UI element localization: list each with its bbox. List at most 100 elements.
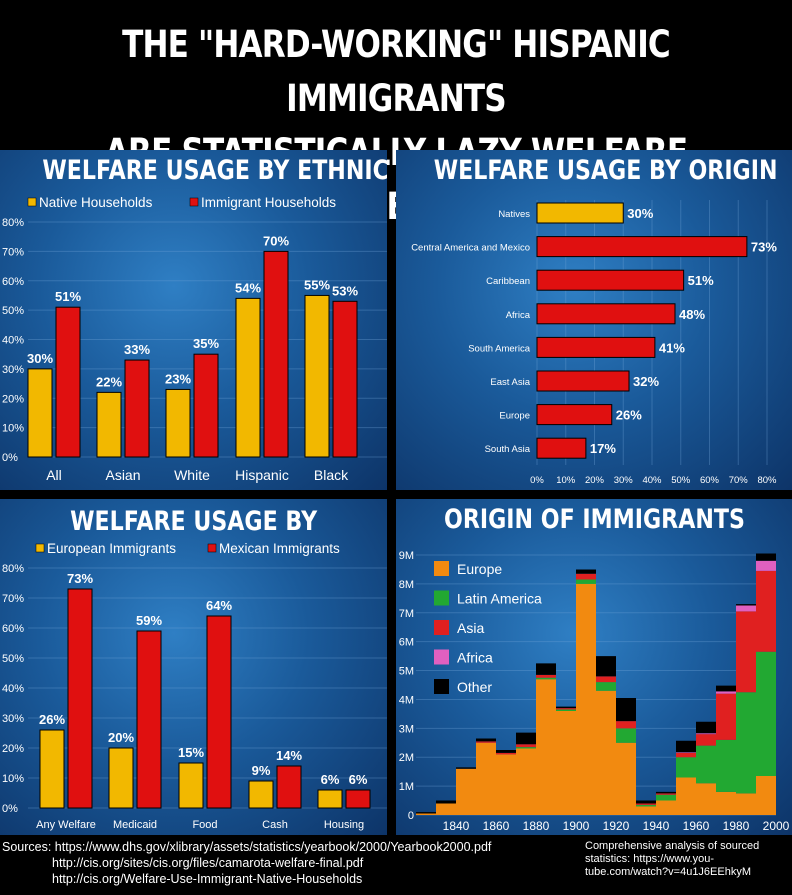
y-tick-label: 80% <box>2 563 24 575</box>
legend-swatch <box>434 561 449 576</box>
x-tick-label: 70% <box>729 475 749 486</box>
data-label: 35% <box>193 336 219 351</box>
data-label: 30% <box>27 351 53 366</box>
x-tick-label: Any Welfare <box>36 819 96 831</box>
data-label: 23% <box>165 371 191 386</box>
bar <box>39 729 65 809</box>
data-label: 73% <box>751 240 777 255</box>
bar <box>536 269 685 291</box>
y-tick-label: East Asia <box>490 377 530 388</box>
bar <box>276 765 302 809</box>
bar <box>136 630 162 809</box>
bar <box>536 336 656 358</box>
data-label: 20% <box>108 730 134 745</box>
x-tick-label: All <box>46 467 62 483</box>
legend-swatch <box>434 620 449 635</box>
bar <box>108 747 134 809</box>
chart-title: WELFARE USAGE BY ORIGIN <box>433 155 778 186</box>
data-label: 48% <box>679 307 705 322</box>
data-label: 51% <box>55 289 81 304</box>
x-tick-label: 30% <box>614 475 634 486</box>
x-tick-label: 1980 <box>723 819 750 833</box>
chart-title: WELFARE USAGE BY ETHNICITY <box>42 155 387 186</box>
bar <box>345 789 371 809</box>
legend-label: Other <box>457 679 492 695</box>
x-tick-label: Food <box>192 819 217 831</box>
y-tick-label: 0% <box>2 803 18 815</box>
bar <box>55 306 81 458</box>
x-tick-label: 60% <box>700 475 720 486</box>
bar <box>536 404 613 426</box>
legend-swatch <box>434 590 449 606</box>
x-tick-label: 1940 <box>643 819 670 833</box>
legend-label: European Immigrants <box>47 541 176 556</box>
x-tick-label: Medicaid <box>113 819 157 831</box>
data-label: 17% <box>590 441 616 456</box>
data-label: 26% <box>616 408 642 423</box>
bar <box>536 303 676 325</box>
legend-label: Africa <box>457 650 493 666</box>
y-tick-label: Central America and Mexico <box>411 243 530 254</box>
bar <box>235 297 261 458</box>
data-label: 51% <box>688 273 714 288</box>
chart-title: WELFARE USAGE BY <box>69 506 317 537</box>
x-tick-label: Cash <box>262 819 288 831</box>
bar <box>536 202 624 224</box>
y-tick-label: 5M <box>399 666 414 678</box>
legend-swatch <box>434 679 449 694</box>
data-label: 14% <box>276 748 302 763</box>
bar <box>248 780 274 809</box>
bar <box>332 300 358 458</box>
series-area <box>416 579 776 815</box>
x-tick-label: Black <box>314 467 349 483</box>
x-tick-label: 1960 <box>683 819 710 833</box>
y-tick-label: Caribbean <box>486 276 530 287</box>
y-tick-label: 40% <box>2 335 24 347</box>
y-tick-label: 10% <box>2 773 24 785</box>
y-tick-label: 3M <box>399 723 414 735</box>
data-label: 6% <box>349 772 368 787</box>
data-label: 59% <box>136 613 162 628</box>
x-tick-label: 1880 <box>523 819 550 833</box>
y-tick-label: 50% <box>2 305 24 317</box>
chart-origin-panel: WELFARE USAGE BY ORIGIN 0% 10% 20% 30% 40% 50… <box>396 150 792 490</box>
data-label: 30% <box>627 206 653 221</box>
y-tick-label: 80% <box>2 217 24 229</box>
legend-swatch <box>27 197 37 207</box>
x-tick-label: 80% <box>757 475 777 486</box>
x-tick-label: 1900 <box>563 819 590 833</box>
y-tick-label: 7M <box>399 608 414 620</box>
chart-ethnicity-panel: WELFARE USAGE BY ETHNICITY 0%10%20%30%40… <box>0 150 387 490</box>
x-tick-label: Housing <box>324 819 364 831</box>
x-tick-label: 1860 <box>483 819 510 833</box>
legend-label: Asia <box>457 620 484 636</box>
series-area <box>416 583 776 815</box>
x-tick-label: Asian <box>105 467 140 483</box>
legend-label: Mexican Immigrants <box>219 541 340 556</box>
y-tick-label: 2M <box>399 752 414 764</box>
y-tick-label: Africa <box>506 310 531 321</box>
x-tick-label: 50% <box>671 475 691 486</box>
bar <box>263 250 289 458</box>
bar <box>536 370 630 392</box>
bar <box>193 353 219 458</box>
y-tick-label: Natives <box>498 209 530 220</box>
sources: Sources: https://www.dhs.gov/xlibrary/as… <box>0 837 792 895</box>
y-tick-label: South Asia <box>485 444 531 455</box>
legend-swatch <box>189 197 199 207</box>
x-tick-label: 20% <box>585 475 605 486</box>
legend-label: Native Households <box>39 195 153 210</box>
bar <box>124 359 150 458</box>
legend-swatch <box>35 543 45 553</box>
source-note: Comprehensive analysis of sourced statis… <box>585 840 760 878</box>
data-label: 55% <box>304 277 330 292</box>
chart-welfare-panel: WELFARE USAGE BY 0% 10% 20% 30% 40% 50% 60% 70%… <box>0 499 387 835</box>
x-tick-label: 0% <box>530 475 544 486</box>
bar <box>165 388 191 458</box>
chart-title: ORIGIN OF IMMIGRANTS <box>443 504 745 535</box>
y-tick-label: 9M <box>399 550 414 562</box>
source-line-2: http://cis.org/sites/cis.org/files/camar… <box>52 856 364 870</box>
series-area <box>416 570 776 815</box>
x-tick-label: White <box>174 467 210 483</box>
legend-label: Immigrant Households <box>201 195 336 210</box>
